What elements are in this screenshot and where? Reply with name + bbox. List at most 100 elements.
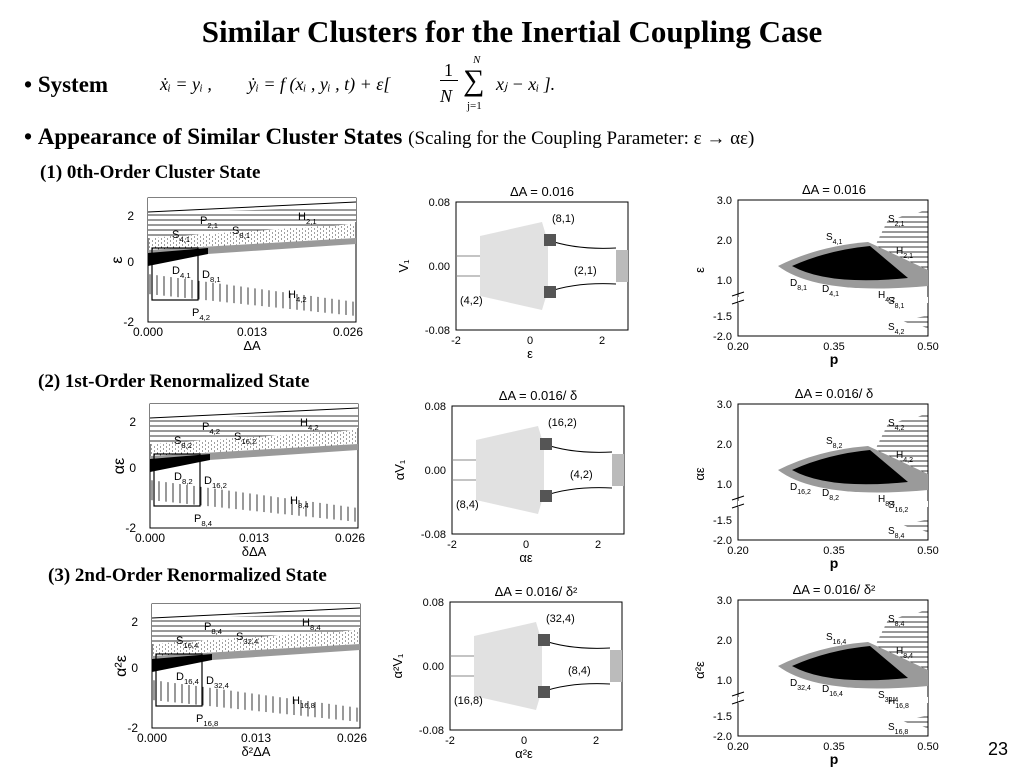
region-label: S8,4 bbox=[888, 614, 905, 628]
ytick-label: 3.0 bbox=[717, 195, 732, 207]
region-label-sub: 8,4 bbox=[201, 519, 212, 528]
region-label-main: S bbox=[888, 500, 895, 511]
region-label-main: D bbox=[836, 652, 843, 663]
region-label: S16,4 bbox=[176, 635, 199, 650]
region-label-sub: 16,4 bbox=[184, 677, 200, 686]
region-label-sub: 8,4 bbox=[843, 659, 853, 666]
region-label-main: H bbox=[292, 695, 300, 707]
region-label: P8,4 bbox=[204, 621, 223, 636]
region-label: H8,4 bbox=[878, 494, 895, 508]
region-label-main: S bbox=[888, 296, 895, 307]
x-axis-label: α²ε bbox=[515, 746, 533, 761]
region-label-sub: 8,2 bbox=[833, 443, 843, 450]
region-label: P4,2 bbox=[192, 307, 210, 322]
system-label: System bbox=[37, 72, 109, 97]
orbit-label: (8,4) bbox=[456, 499, 479, 511]
region-label-sub: 2,1 bbox=[895, 221, 905, 228]
ytick-label: 0.00 bbox=[423, 661, 444, 673]
parameter-diagram-0: 3.0 2.0 1.0 -1.5 -2.00.20 0.35 0.50 ΔA = 0.016 ε… bbox=[692, 182, 939, 367]
right-band bbox=[612, 454, 624, 486]
left-lines bbox=[452, 459, 476, 481]
ytick-label: 1.0 bbox=[717, 479, 732, 491]
region-label-main: S bbox=[888, 418, 895, 429]
region-label-main: S bbox=[888, 214, 895, 225]
xtick-label: 0.013 bbox=[239, 531, 269, 545]
page-number: 23 bbox=[987, 739, 1008, 759]
break-mark bbox=[731, 691, 745, 705]
region-label-sub: 8,1 bbox=[239, 231, 250, 240]
ytick-label: -1.5 bbox=[713, 311, 732, 323]
y-axis-label: αV₁ bbox=[392, 459, 407, 480]
region-label: D16,4 bbox=[822, 684, 843, 698]
region-label-main: D bbox=[790, 278, 797, 289]
region-hatch-top bbox=[150, 414, 358, 444]
ytick-label: -2 bbox=[125, 521, 136, 535]
region-hatch-top bbox=[148, 208, 356, 238]
region-label-sub: 4,1 bbox=[829, 291, 839, 298]
left-lines bbox=[456, 255, 480, 277]
region-label: H4,2 bbox=[896, 450, 913, 464]
region-label-sub: 8,4 bbox=[298, 501, 309, 510]
x-axis-label: δΔA bbox=[242, 544, 267, 559]
region-black bbox=[792, 450, 908, 485]
region-label-main: S bbox=[826, 232, 833, 243]
region-label: D8,1 bbox=[202, 269, 221, 284]
region-label-main: S bbox=[888, 322, 895, 333]
region-label-sub: 16,2 bbox=[797, 489, 811, 496]
chaotic-band bbox=[480, 222, 548, 310]
region-label-sub: 8,4 bbox=[310, 623, 321, 632]
region-label-main: H bbox=[878, 494, 885, 505]
region-vhatch bbox=[150, 480, 358, 522]
region-label: H8,4 bbox=[290, 495, 309, 510]
appearance-bullet: • Appearance of Similar Cluster States (… bbox=[24, 124, 754, 150]
xtick-label: 0.35 bbox=[823, 545, 844, 557]
ytick-label: 0.08 bbox=[425, 401, 446, 413]
ytick-label: 2.0 bbox=[717, 635, 732, 647]
ytick-label: 3.0 bbox=[717, 595, 732, 607]
window-lower bbox=[538, 686, 550, 698]
region-label: D2,1 bbox=[836, 252, 853, 266]
region-label-main: P bbox=[194, 513, 201, 525]
region-label-main: D bbox=[204, 475, 212, 487]
ytick-label: 2.0 bbox=[717, 235, 732, 247]
region-label-sub: 2,1 bbox=[843, 259, 853, 266]
region-vhatch bbox=[148, 274, 356, 316]
region-label-sub: 4,2 bbox=[843, 463, 853, 470]
xtick-label: 0.026 bbox=[333, 325, 363, 339]
xtick-label: -2 bbox=[445, 735, 455, 747]
region-label-sub: 2,1 bbox=[207, 221, 218, 230]
break-mark bbox=[731, 495, 745, 509]
xtick-label: 0.000 bbox=[135, 531, 165, 545]
ytick-label: 0.00 bbox=[425, 465, 446, 477]
eq-frac-bar bbox=[440, 80, 458, 81]
parameter-diagram-2: 3.0 2.0 1.0 -1.5 -2.00.20 0.35 0.50 ΔA = 0.016/… bbox=[692, 582, 939, 767]
region-dots bbox=[150, 430, 358, 456]
zoom-box bbox=[155, 653, 203, 707]
pd-title: ΔA = 0.016 bbox=[802, 182, 866, 197]
region-label-main: S bbox=[826, 632, 833, 643]
region-label: S8,1 bbox=[888, 296, 905, 310]
ytick-label: -0.08 bbox=[425, 325, 450, 337]
region-label-main: D bbox=[822, 684, 829, 695]
region-label-sub: 16,8 bbox=[203, 719, 218, 728]
bif-title: ΔA = 0.016/ δ² bbox=[495, 584, 578, 599]
region-label-main: H bbox=[302, 617, 310, 629]
region-label-main: P bbox=[204, 621, 211, 633]
x-axis-label: δ²ΔA bbox=[242, 744, 271, 759]
region-label-main: P bbox=[200, 215, 207, 227]
region-label-main: S bbox=[826, 436, 833, 447]
region-label: D8,2 bbox=[174, 471, 193, 486]
region-label-main: D bbox=[206, 675, 214, 687]
xtick-label: 0.20 bbox=[727, 341, 748, 353]
region-black bbox=[792, 646, 908, 681]
region-label-main: P bbox=[192, 307, 199, 319]
phase-diagram-2: 20-20.000 0.013 0.026α²εδ²ΔAP8,4S16,4S32,4… bbox=[113, 603, 367, 759]
region-black bbox=[152, 654, 212, 672]
region-label: D4,1 bbox=[822, 284, 839, 298]
zoom-box bbox=[153, 453, 201, 507]
y-axis-label: ε bbox=[692, 267, 707, 273]
region-label-main: H bbox=[300, 417, 308, 429]
x-axis-label: p bbox=[830, 555, 839, 571]
region-label-sub: 4,2 bbox=[296, 295, 307, 304]
region-vhatch bbox=[152, 680, 360, 722]
